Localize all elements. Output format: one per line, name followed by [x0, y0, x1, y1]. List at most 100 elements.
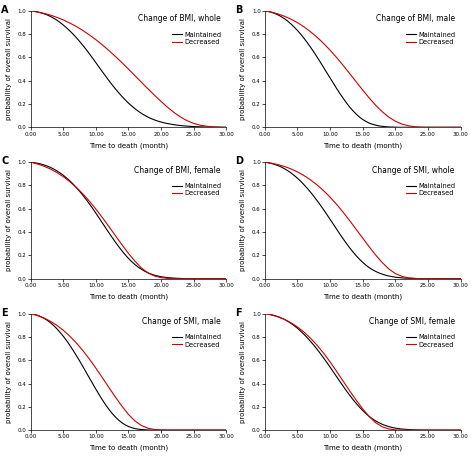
Decreased — [406, 275, 411, 281]
Decreased — [445, 427, 450, 433]
Decreased — [353, 79, 359, 85]
Decreased — [451, 125, 457, 130]
X-axis label: Time to death (month): Time to death (month) — [323, 445, 402, 452]
Decreased — [145, 270, 151, 276]
Decreased — [217, 427, 223, 433]
Maintained — [458, 125, 464, 130]
Decreased — [412, 124, 418, 129]
Decreased — [139, 423, 145, 428]
Decreased — [399, 427, 405, 433]
Decreased — [288, 320, 294, 325]
Decreased — [210, 124, 216, 130]
Decreased — [184, 276, 190, 282]
Decreased — [93, 37, 99, 43]
Decreased — [204, 276, 210, 282]
Decreased — [67, 20, 73, 26]
Maintained — [145, 427, 151, 433]
Maintained — [458, 276, 464, 282]
Decreased — [419, 276, 424, 282]
Maintained — [301, 332, 307, 337]
Decreased — [113, 54, 118, 59]
Decreased — [171, 276, 177, 282]
Decreased — [425, 276, 431, 282]
Decreased — [217, 276, 223, 282]
Decreased — [301, 329, 307, 335]
Legend: Maintained, Decreased: Maintained, Decreased — [172, 183, 221, 197]
Maintained — [422, 427, 428, 433]
Decreased — [373, 420, 379, 425]
Decreased — [126, 66, 131, 72]
Maintained — [301, 36, 307, 41]
Decreased — [47, 166, 53, 172]
Decreased — [379, 109, 385, 115]
Maintained — [308, 339, 313, 344]
Text: Change of SMI, whole: Change of SMI, whole — [372, 165, 455, 175]
Decreased — [158, 99, 164, 104]
Maintained — [379, 123, 385, 129]
Decreased — [184, 118, 190, 123]
Decreased — [438, 427, 444, 433]
Decreased — [275, 11, 281, 16]
Decreased — [80, 348, 86, 353]
Decreased — [392, 271, 398, 276]
Maintained — [145, 270, 151, 276]
Decreased — [399, 274, 405, 279]
Decreased — [60, 328, 66, 333]
Decreased — [100, 215, 105, 220]
Decreased — [458, 276, 464, 282]
Decreased — [191, 427, 197, 433]
Decreased — [54, 170, 60, 175]
Line: Decreased: Decreased — [31, 162, 227, 279]
Decreased — [445, 276, 450, 282]
Decreased — [282, 317, 287, 322]
Decreased — [334, 55, 339, 60]
Y-axis label: probability of overall survival: probability of overall survival — [6, 170, 12, 271]
Maintained — [188, 276, 193, 282]
Decreased — [379, 424, 385, 430]
Decreased — [113, 233, 118, 239]
Maintained — [132, 426, 138, 431]
Line: Maintained: Maintained — [31, 162, 227, 279]
Maintained — [308, 44, 313, 50]
Y-axis label: probability of overall survival: probability of overall survival — [240, 170, 246, 271]
Maintained — [379, 271, 385, 277]
Decreased — [100, 375, 105, 381]
Maintained — [28, 159, 34, 165]
Maintained — [262, 311, 268, 316]
Decreased — [406, 427, 411, 433]
Legend: Maintained, Decreased: Maintained, Decreased — [172, 32, 221, 45]
Decreased — [425, 125, 431, 130]
Decreased — [126, 250, 131, 256]
Maintained — [366, 120, 372, 126]
Maintained — [197, 124, 203, 130]
Decreased — [119, 242, 125, 248]
Decreased — [224, 276, 229, 282]
Text: Change of SMI, male: Change of SMI, male — [142, 317, 220, 326]
Legend: Maintained, Decreased: Maintained, Decreased — [406, 32, 456, 45]
Maintained — [330, 80, 336, 86]
Text: A: A — [1, 5, 9, 15]
Text: Change of BMI, female: Change of BMI, female — [134, 165, 220, 175]
Decreased — [366, 414, 372, 420]
Y-axis label: probability of overall survival: probability of overall survival — [240, 321, 246, 423]
Decreased — [386, 266, 392, 271]
Decreased — [54, 323, 60, 328]
Legend: Maintained, Decreased: Maintained, Decreased — [406, 183, 456, 197]
Decreased — [451, 276, 457, 282]
Decreased — [73, 185, 79, 190]
Decreased — [419, 427, 424, 433]
Decreased — [360, 406, 365, 412]
Decreased — [347, 218, 353, 223]
Decreased — [34, 313, 40, 318]
Decreased — [334, 368, 339, 374]
Decreased — [145, 86, 151, 92]
Maintained — [201, 427, 206, 433]
Maintained — [67, 178, 73, 184]
Decreased — [288, 166, 294, 172]
Decreased — [268, 160, 274, 166]
Maintained — [435, 276, 440, 282]
Decreased — [445, 125, 450, 130]
Maintained — [308, 189, 313, 195]
Decreased — [321, 41, 327, 46]
Maintained — [330, 222, 336, 227]
